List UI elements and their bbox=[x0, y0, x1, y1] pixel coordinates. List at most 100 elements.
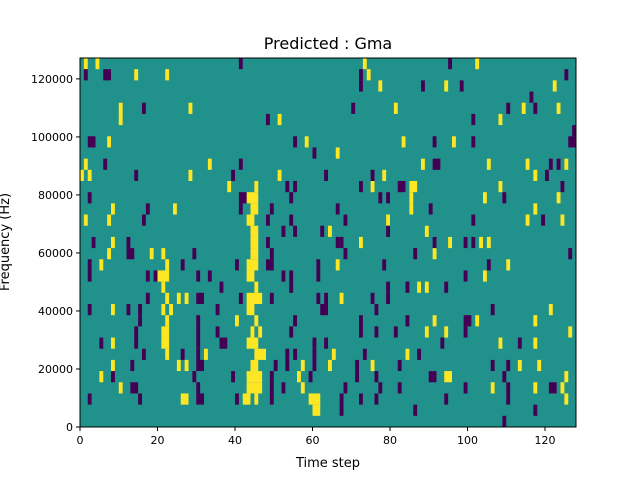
heatmap-cell-low bbox=[506, 393, 511, 405]
heatmap-background bbox=[80, 58, 576, 427]
heatmap-cell-low bbox=[196, 292, 204, 304]
heatmap-cell-low bbox=[138, 393, 143, 405]
heatmap-cell-low bbox=[502, 371, 507, 383]
heatmap-cell-high bbox=[498, 337, 503, 349]
plot-area bbox=[80, 58, 577, 427]
heatmap-cell-low bbox=[459, 80, 464, 92]
heatmap-cell-high bbox=[506, 259, 511, 271]
heatmap-cell-low bbox=[359, 315, 363, 327]
heatmap-cell-high bbox=[304, 136, 309, 148]
heatmap-cell-low bbox=[281, 382, 286, 394]
heatmap-cell-high bbox=[300, 382, 305, 394]
heatmap-cell-high bbox=[331, 348, 336, 360]
heatmap-cell-low bbox=[138, 315, 143, 327]
heatmap-cell-high bbox=[107, 248, 112, 260]
heatmap-cell-high bbox=[486, 236, 491, 249]
heatmap-cell-low bbox=[130, 382, 139, 394]
heatmap-cell-high bbox=[564, 393, 569, 405]
heatmap-cell-low bbox=[293, 348, 298, 360]
heatmap-cell-low bbox=[196, 382, 201, 394]
heatmap-cell-low bbox=[444, 393, 449, 405]
heatmap-cell-low bbox=[215, 304, 220, 316]
heatmap-cell-low bbox=[370, 292, 375, 304]
heatmap-cell-high bbox=[161, 326, 170, 338]
heatmap-cell-low bbox=[231, 371, 236, 383]
heatmap-cell-low bbox=[87, 136, 96, 148]
heatmap-cell-low bbox=[548, 382, 557, 394]
heatmap-cell-high bbox=[405, 348, 410, 360]
heatmap-cell-high bbox=[475, 315, 480, 327]
heatmap-cell-high bbox=[111, 337, 115, 349]
heatmap-cell-low bbox=[219, 281, 224, 293]
heatmap-cell-high bbox=[560, 382, 565, 394]
heatmap-cell-high bbox=[498, 113, 503, 126]
heatmap-cell-high bbox=[250, 326, 255, 338]
heatmap-cell-low bbox=[428, 371, 437, 383]
heatmap-cell-high bbox=[250, 225, 259, 237]
heatmap-cell-low bbox=[560, 181, 565, 193]
heatmap-cell-high bbox=[421, 158, 425, 170]
heatmap-cell-high bbox=[328, 359, 332, 372]
heatmap-cell-high bbox=[99, 371, 104, 383]
heatmap-cell-low bbox=[533, 404, 538, 416]
heatmap-cell-low bbox=[355, 371, 360, 383]
heatmap-cell-low bbox=[235, 259, 239, 271]
heatmap-cell-high bbox=[246, 270, 255, 282]
heatmap-cell-low bbox=[502, 192, 507, 204]
heatmap-cell-high bbox=[250, 248, 259, 260]
heatmap-cell-high bbox=[87, 169, 92, 181]
heatmap-cell-high bbox=[254, 348, 267, 360]
y-tick-label: 80000 bbox=[38, 189, 73, 202]
heatmap-cell-high bbox=[444, 80, 449, 92]
heatmap-cell-low bbox=[285, 348, 290, 360]
heatmap-cell-high bbox=[111, 236, 115, 249]
heatmap-cell-low bbox=[374, 371, 379, 383]
heatmap-cell-high bbox=[118, 102, 123, 114]
heatmap-cell-low bbox=[490, 304, 495, 316]
heatmap-cell-high bbox=[161, 281, 166, 293]
heatmap-cell-high bbox=[432, 248, 437, 260]
heatmap-cell-low bbox=[196, 393, 204, 405]
heatmap-cell-high bbox=[328, 225, 332, 237]
heatmap-cell-high bbox=[246, 371, 263, 383]
heatmap-cell-high bbox=[444, 371, 452, 383]
heatmap-cell-low bbox=[471, 214, 476, 226]
heatmap-cell-high bbox=[134, 69, 139, 81]
heatmap-cell-high bbox=[533, 203, 538, 215]
heatmap-cell-low bbox=[269, 248, 274, 260]
heatmap-cell-low bbox=[207, 270, 212, 282]
heatmap-cell-low bbox=[134, 326, 139, 338]
heatmap-cell-high bbox=[486, 158, 491, 170]
heatmap-cell-high bbox=[564, 158, 569, 170]
heatmap-cell-high bbox=[308, 393, 321, 405]
heatmap-cell-high bbox=[444, 326, 449, 338]
heatmap-cell-high bbox=[246, 192, 259, 204]
heatmap-cell-high bbox=[254, 281, 259, 293]
heatmap-cell-low bbox=[343, 214, 348, 226]
heatmap-cell-high bbox=[149, 248, 154, 260]
heatmap-cell-low bbox=[564, 69, 569, 81]
heatmap-cell-high bbox=[533, 169, 538, 181]
heatmap-cell-low bbox=[269, 371, 274, 383]
heatmap-cell-low bbox=[444, 281, 449, 293]
heatmap-cell-low bbox=[359, 181, 363, 193]
x-tick-label: 60 bbox=[306, 434, 320, 447]
heatmap-cell-high bbox=[370, 181, 375, 193]
heatmap-cell-low bbox=[417, 348, 422, 360]
heatmap-cell-high bbox=[111, 359, 115, 372]
heatmap-cell-high bbox=[207, 158, 212, 170]
heatmap-cell-low bbox=[103, 158, 108, 170]
heatmap-cell-low bbox=[471, 136, 476, 148]
heatmap-cell-high bbox=[180, 393, 189, 405]
heatmap-cell-low bbox=[312, 337, 317, 349]
heatmap-cell-high bbox=[378, 80, 383, 92]
heatmap-cell-low bbox=[432, 136, 437, 148]
heatmap-cell-low bbox=[428, 203, 433, 215]
heatmap-cell-low bbox=[235, 393, 239, 405]
heatmap-cell-low bbox=[432, 158, 441, 170]
heatmap-cell-low bbox=[316, 292, 321, 304]
heatmap-cell-low bbox=[545, 169, 549, 181]
y-tick-label: 120000 bbox=[31, 73, 73, 86]
heatmap-cell-high bbox=[173, 203, 177, 215]
